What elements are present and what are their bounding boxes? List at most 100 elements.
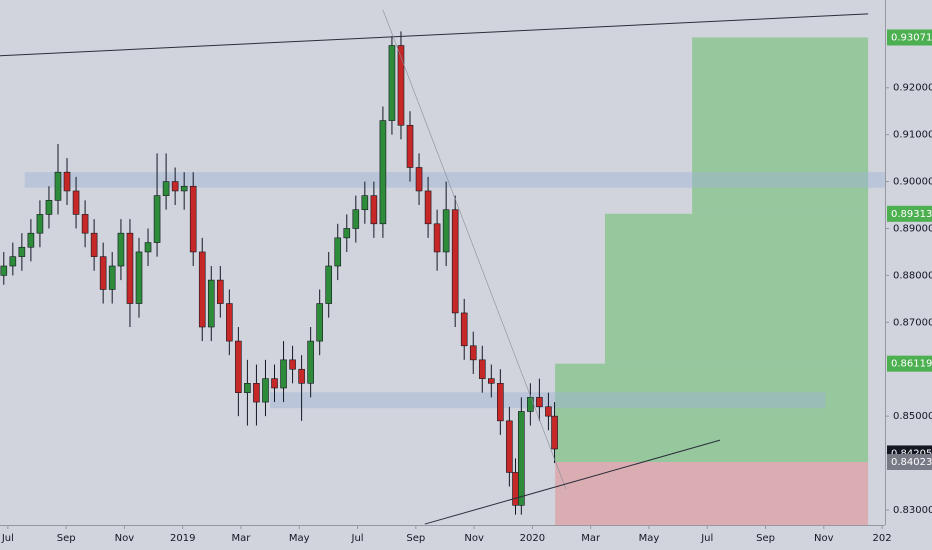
candle-body [253, 383, 260, 403]
x-tick-label: Jul [1, 533, 14, 544]
x-tick-label: May [639, 533, 660, 544]
candle-body [244, 383, 251, 393]
candle-body [289, 359, 296, 370]
y-tick-label: 0.92000 [893, 83, 932, 94]
candle-body [512, 472, 519, 506]
target-zone [604, 213, 869, 364]
price-tag-label: 0.84023 [891, 457, 932, 468]
x-tick-label: Sep [57, 533, 76, 544]
y-tick-label: 0.85000 [893, 411, 932, 422]
candle-body [90, 232, 98, 257]
candle-body [271, 378, 278, 389]
candle-body [63, 171, 71, 192]
candle-body [153, 195, 161, 243]
candle-body [469, 345, 477, 361]
x-tick-label: Sep [406, 533, 425, 544]
candle-body [518, 411, 525, 506]
x-tick-label: May [289, 533, 310, 544]
candle-body [388, 45, 396, 121]
y-tick-label: 0.91000 [893, 130, 932, 141]
x-tick-label: Nov [115, 533, 135, 544]
candle-body [81, 214, 89, 234]
candle-body [545, 406, 552, 417]
candle-body [135, 251, 143, 304]
stop-zone [555, 461, 869, 525]
x-tick-label: 2019 [170, 533, 195, 544]
candle-body [433, 223, 441, 253]
trend-line [382, 9, 567, 489]
y-tick-label: 0.87000 [893, 317, 932, 328]
trend-line [0, 13, 869, 57]
candle-body [527, 397, 534, 412]
y-tick-label: 0.89000 [893, 223, 932, 234]
x-tick-label: Nov [814, 533, 834, 544]
candle-body [180, 185, 188, 192]
candle-body [497, 383, 504, 422]
price-tag-label: 0.89313 [891, 209, 932, 220]
trend-line [424, 439, 721, 525]
price-tag [887, 205, 932, 222]
x-tick-label: Jul [351, 533, 364, 544]
y-tick-label: 0.90000 [893, 177, 932, 188]
candle-body [217, 279, 224, 304]
candle-body [343, 228, 351, 239]
candle-body [442, 209, 450, 253]
candle-body [325, 265, 333, 304]
y-tick-label: 0.88000 [893, 270, 932, 281]
candle-body [451, 209, 459, 314]
candle-body [370, 195, 378, 225]
candle-body [397, 45, 405, 126]
candle-body [478, 359, 486, 379]
candle-body [117, 232, 125, 267]
candle-body [298, 368, 305, 384]
candle-body [361, 195, 369, 211]
x-tick-label: Jul [700, 533, 713, 544]
candle-body [54, 171, 62, 201]
candle-body [415, 167, 423, 192]
candle-body [280, 359, 287, 389]
x-tick-label: Sep [756, 533, 775, 544]
candle-body [27, 232, 35, 248]
candle-body [406, 124, 414, 168]
candle-body [307, 340, 314, 384]
candle-body [72, 190, 80, 215]
candle-body [379, 120, 387, 225]
candle-body [0, 265, 8, 276]
candle-body [198, 251, 206, 328]
candle-body [18, 246, 26, 257]
x-tick-label: Mar [581, 533, 601, 544]
candle-body [171, 181, 179, 192]
candle-body [36, 214, 44, 234]
candle-body [334, 237, 342, 267]
candle-body [235, 340, 242, 393]
zone [24, 172, 885, 188]
price-tag-label: 0.93071 [891, 32, 932, 43]
target-zone [555, 363, 869, 462]
candle-body [424, 190, 432, 225]
candle-body [207, 279, 215, 328]
candle-body [144, 242, 152, 253]
candle-body [108, 265, 116, 290]
candle-body [352, 209, 360, 229]
x-tick-label: 2020 [520, 533, 545, 544]
candle-body [189, 185, 197, 253]
candle-body [262, 378, 269, 403]
candle-body [488, 378, 495, 384]
target-zone [692, 37, 869, 214]
price-tag [887, 453, 932, 470]
candle-body [9, 256, 17, 267]
candle-body [551, 415, 558, 450]
x-tick-label: 202 [873, 533, 892, 544]
price-tag-label: 0.86119 [891, 359, 932, 370]
candle-body [126, 232, 134, 304]
price-tag [887, 29, 932, 46]
y-tick-label: 0.83000 [893, 505, 932, 516]
candle-body [45, 200, 53, 215]
price-tag-label: 0.84205 [891, 448, 932, 459]
candle-body [536, 397, 543, 408]
candle-body [99, 256, 107, 290]
price-tag [887, 355, 932, 372]
candle-body [460, 312, 468, 347]
x-tick-label: Nov [464, 533, 484, 544]
